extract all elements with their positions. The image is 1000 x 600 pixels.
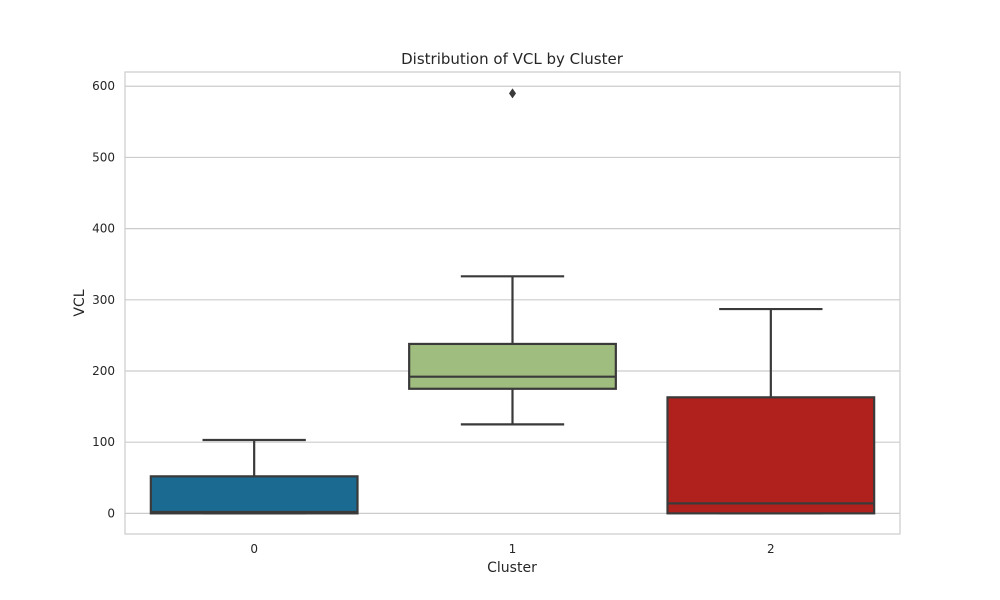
plot-frame [124,71,901,535]
box-group-cluster-1 [408,88,617,426]
y-tick-label: 200 [92,364,115,378]
boxes [149,88,876,515]
y-axis-label: VCL [72,289,88,316]
box-group-cluster-0 [149,438,359,515]
iqr-box [149,475,359,515]
iqr-box [408,342,617,390]
axis-ticks: 0 100 200 300 400 500 600 0 1 2 [92,79,775,556]
x-axis-label: Cluster [487,560,537,576]
y-tick-label: 0 [107,506,115,520]
y-tick-label: 600 [92,79,115,93]
box-group-cluster-2 [666,307,876,515]
y-tick-label: 400 [92,222,115,236]
y-tick-label: 500 [92,150,115,164]
iqr-box [666,396,876,515]
y-tick-label: 300 [92,293,115,307]
x-tick-label: 0 [250,542,258,556]
y-tick-label: 100 [92,435,115,449]
x-tick-label: 1 [509,542,517,556]
x-tick-label: 2 [767,542,775,556]
chart-title: Distribution of VCL by Cluster [401,50,624,68]
outlier-point [509,88,516,99]
